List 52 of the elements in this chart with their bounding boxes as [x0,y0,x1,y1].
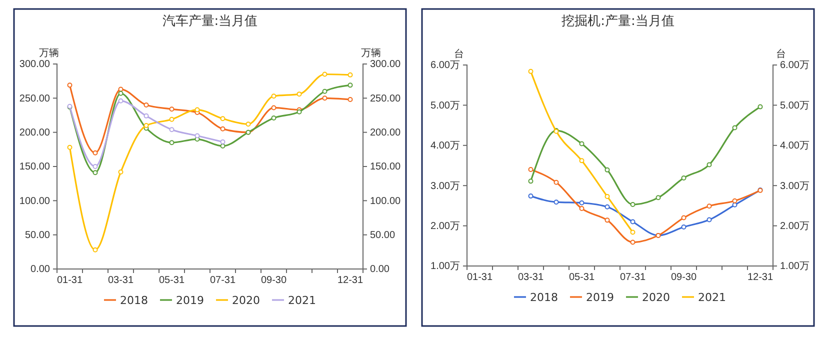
x-tick-label: 01-31 [466,272,493,283]
y2-tick-label: 0.00 [370,264,390,276]
x-tick-label: 07-31 [620,272,646,283]
y2-tick-label: 3.00万 [780,180,810,192]
y-tick-label: 1.00万 [430,261,460,272]
x-tick-label: 09-30 [670,272,697,283]
x-tick-label: 07-31 [210,275,236,286]
y2-tick-label: 4.00万 [780,140,810,152]
x-tick-label: 12-31 [337,275,364,286]
y2-axis-title: 台 [776,48,786,60]
x-tick-label: 03-31 [518,272,544,283]
y-tick-label: 50.00 [24,230,50,242]
y-tick-label: 5.00万 [430,100,460,112]
x-tick-label: 12-31 [747,272,774,283]
y-tick-label: 0.00 [30,264,50,276]
y-tick-label: 250.00 [19,93,50,104]
y2-tick-label: 5.00万 [780,100,810,112]
y-tick-label: 6.00万 [430,60,460,72]
y2-tick-label: 150.00 [370,162,402,173]
y2-tick-label: 50.00 [370,230,396,242]
x-tick-label: 05-31 [158,275,185,286]
y2-axis-title: 万辆 [361,47,381,59]
legend-label: 2020 [642,291,670,304]
y-tick-label: 150.00 [19,162,50,173]
y-tick-label: 4.00万 [430,140,460,152]
y-axis-title: 万辆 [39,47,59,59]
y2-tick-label: 6.00万 [780,60,810,72]
legend-label: 2019 [586,291,614,304]
y2-tick-label: 250.00 [370,93,402,104]
legend-label: 2018 [530,291,558,304]
x-tick-label: 09-30 [260,275,287,286]
x-tick-label: 05-31 [568,272,595,283]
legend-label: 2021 [288,294,316,307]
y2-tick-label: 2.00万 [780,221,810,232]
y-tick-label: 300.00 [19,59,50,70]
x-tick-label: 01-31 [56,275,83,286]
y2-tick-label: 200.00 [370,128,402,139]
y-tick-label: 3.00万 [430,180,460,192]
y2-tick-label: 300.00 [370,59,402,70]
legend-label: 2021 [698,291,726,304]
legend-label: 2020 [232,294,260,307]
legend-label: 2019 [176,294,204,307]
x-tick-label: 03-31 [108,275,134,286]
chart-title: 汽车产量:当月值 [162,14,258,29]
chart-title: 挖掘机:产量:当月值 [562,14,674,29]
y-tick-label: 100.00 [19,196,50,207]
y-tick-label: 2.00万 [430,221,460,232]
y-axis-title: 台 [454,48,464,60]
y2-tick-label: 100.00 [370,196,402,207]
legend-label: 2018 [120,294,148,307]
y-tick-label: 200.00 [19,128,50,139]
y2-tick-label: 1.00万 [780,261,810,272]
